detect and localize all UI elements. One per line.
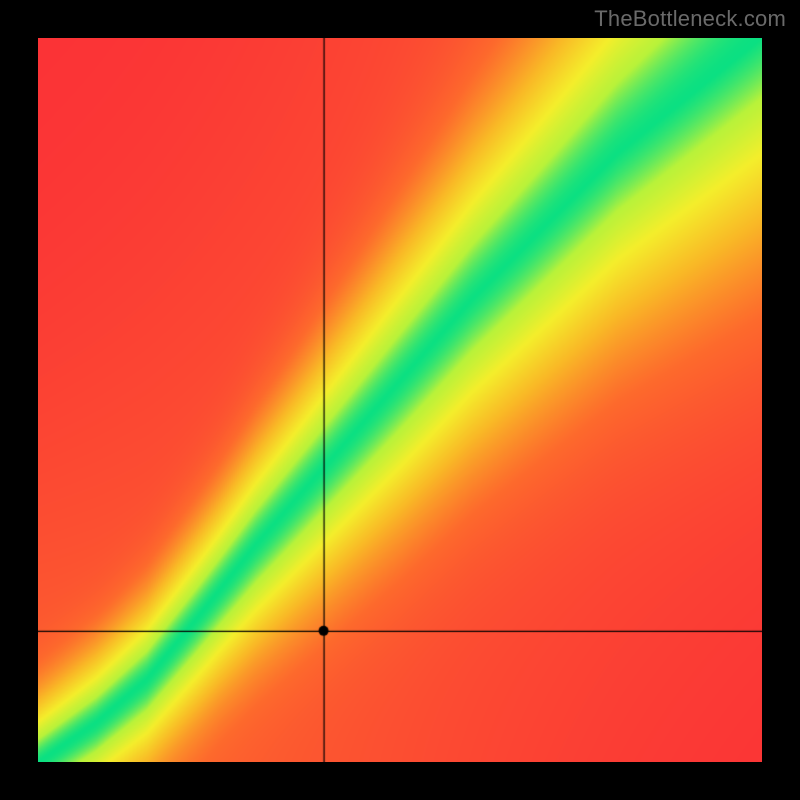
chart-container: TheBottleneck.com	[0, 0, 800, 800]
watermark-text: TheBottleneck.com	[594, 6, 786, 32]
bottleneck-heatmap	[38, 38, 762, 762]
